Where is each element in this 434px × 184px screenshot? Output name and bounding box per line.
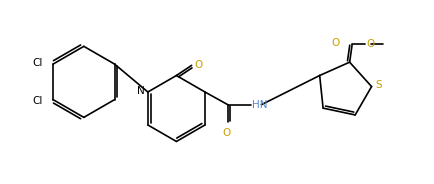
Text: Cl: Cl — [33, 96, 43, 106]
Text: S: S — [375, 80, 382, 90]
Text: N: N — [137, 86, 145, 96]
Text: O: O — [331, 38, 339, 48]
Text: O: O — [194, 60, 202, 70]
Text: Cl: Cl — [33, 58, 43, 68]
Text: O: O — [366, 39, 375, 49]
Text: HN: HN — [252, 100, 267, 110]
Text: O: O — [222, 128, 230, 137]
